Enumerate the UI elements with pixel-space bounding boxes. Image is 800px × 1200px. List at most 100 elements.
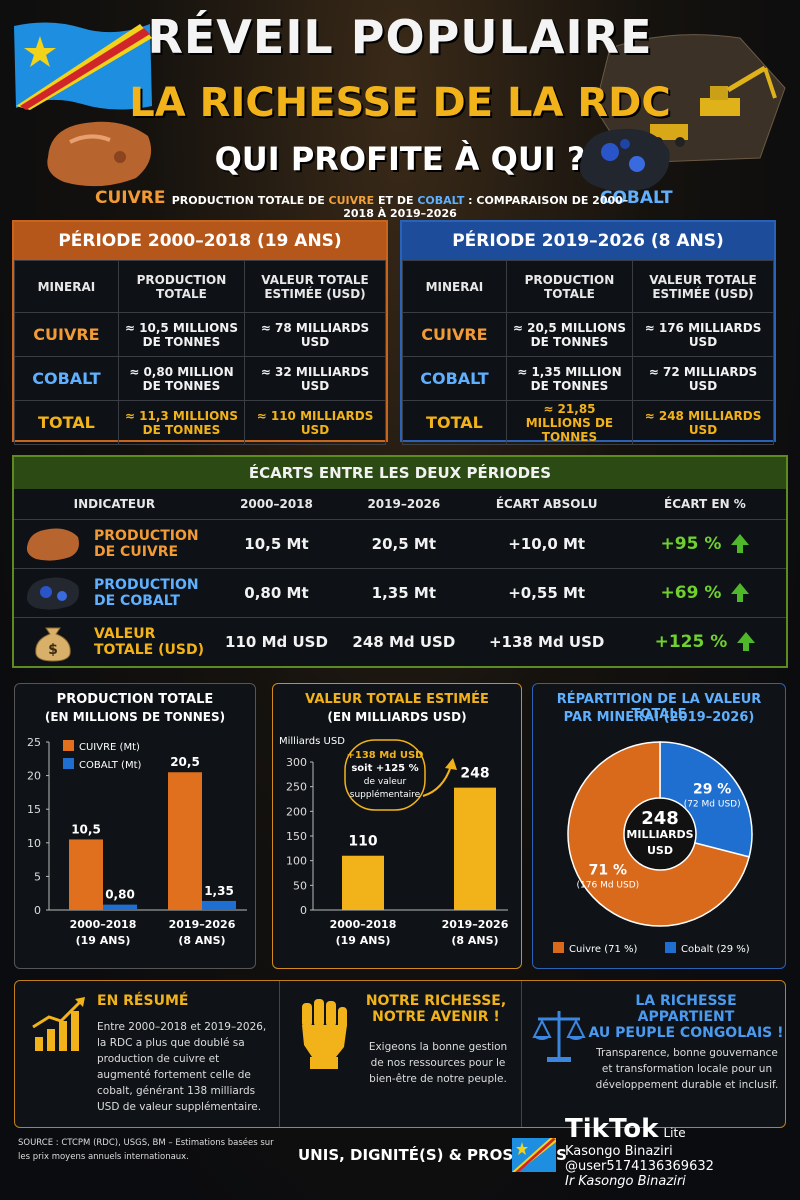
pie-slice <box>659 741 753 858</box>
header-production: PRODUCTION TOTALE <box>117 260 246 313</box>
period-2-title: PÉRIODE 2019–2026 (8 ANS) <box>402 222 774 260</box>
arrow-up-icon <box>731 533 750 553</box>
value-cell: ≈ 248 MILLIARDS USD <box>632 400 774 445</box>
growth-chart-icon <box>32 997 85 1051</box>
production-bar-chart: 0 5 10 15 20 25 10,5 0,80 2000–2018 (19 ANS) 20,5 1… <box>27 736 247 947</box>
header-ecart-pct: ÉCART EN % <box>623 489 786 520</box>
resume-section: EN RÉSUMÉ Entre 2000–2018 et 2019–2026, … <box>15 981 277 1127</box>
chart-2-title: VALEUR TOTALE ESTIMÉE <box>305 692 489 707</box>
mineral-cell: TOTAL <box>14 400 119 445</box>
production-cell: ≈ 21,85 MILLIONS DE TONNES <box>505 400 634 445</box>
bar <box>454 787 496 910</box>
value-cell: ≈ 32 MILLIARDS USD <box>244 356 386 401</box>
avenir-title: NOTRE RICHESSE, NOTRE AVENIR ! <box>358 993 514 1025</box>
indicator-label: TOTALE (USD) <box>94 641 204 658</box>
period-1-grid: MINERAI PRODUCTION TOTALE VALEUR TOTALE … <box>14 260 386 445</box>
header-production: PRODUCTION TOTALE <box>505 260 634 313</box>
tiktok-watermark: TikTok Lite Kasongo Binaziri @user517413… <box>565 1114 795 1189</box>
mineral-cell: CUIVRE <box>402 312 507 357</box>
header-minerai: MINERAI <box>402 260 507 313</box>
x-tick-label: 2000–2018 <box>70 918 137 931</box>
bar-data-label: 0,80 <box>105 888 135 902</box>
watermark-author: Ir Kasongo Binaziri <box>565 1174 686 1189</box>
value-p2: 20,5 Mt <box>338 518 470 568</box>
bar-data-label: 248 <box>460 766 489 782</box>
title-line-1: RÉVEIL POPULAIRE <box>147 10 653 64</box>
ecarts-title: ÉCARTS ENTRE LES DEUX PÉRIODES <box>14 457 786 489</box>
bar <box>342 855 384 910</box>
value-p1: 10,5 Mt <box>214 518 339 568</box>
peuple-title-l2: AU PEUPLE CONGOLAIS ! <box>588 1025 784 1041</box>
arrow-up-icon <box>737 631 756 651</box>
copper-ore-icon <box>26 528 79 561</box>
subtitle-cuivre: CUIVRE <box>328 194 375 207</box>
bar-data-label: 20,5 <box>170 755 200 769</box>
annotation-text: soit +125 % <box>351 763 418 774</box>
repartition-chart-panel: RÉPARTITION DE LA VALEUR TOTALE PAR MINE… <box>532 683 786 969</box>
legend-label: Cuivre (71 %) <box>569 944 638 955</box>
copper-ore-icon <box>47 121 152 187</box>
slice-pct-label: 71 % <box>589 862 627 878</box>
bar-data-label: 110 <box>348 834 377 850</box>
table-row: PRODUCTION DE COBALT 0,80 Mt 1,35 Mt +0,5… <box>14 567 786 617</box>
donut-hole <box>625 799 695 869</box>
period-2-grid: MINERAI PRODUCTION TOTALE VALEUR TOTALE … <box>402 260 774 445</box>
raised-fist-icon <box>302 999 347 1069</box>
bar <box>202 900 236 910</box>
avenir-title-l1: NOTRE RICHESSE, <box>365 993 507 1009</box>
slice-detail-label: (176 Md USD) <box>577 880 640 890</box>
y-axis-label: Milliards USD <box>279 736 345 747</box>
value-bar-chart: Milliards USD 0 50 100 150 200 250 300 110 2000–2… <box>279 736 509 947</box>
y-tick-label: 10 <box>27 837 41 850</box>
y-tick-label: 300 <box>286 756 307 769</box>
y-tick-label: 25 <box>27 736 41 749</box>
x-tick-sublabel: (8 ANS) <box>178 934 225 947</box>
subtitle-pre: PRODUCTION TOTALE DE <box>171 194 329 207</box>
y-tick-label: 0 <box>34 904 41 917</box>
production-cell: ≈ 20,5 MILLIONS DE TONNES <box>505 312 634 357</box>
avenir-title-l2: NOTRE AVENIR ! <box>372 1009 500 1025</box>
y-tick-label: 20 <box>27 770 41 783</box>
title-line-2: LA RICHESSE DE LA RDC <box>129 80 671 126</box>
avenir-section: NOTRE RICHESSE, NOTRE AVENIR ! Exigeons l… <box>279 981 519 1127</box>
bar <box>69 839 103 910</box>
summary-panel: EN RÉSUMÉ Entre 2000–2018 et 2019–2026, … <box>14 980 786 1128</box>
peuple-title-l1: LA RICHESSE APPARTIENT <box>635 993 737 1025</box>
header-minerai: MINERAI <box>14 260 119 313</box>
value-abs: +0,55 Mt <box>469 567 624 617</box>
table-row: $ VALEUR TOTALE (USD) 110 Md USD 248 Md U… <box>14 616 786 666</box>
pie-slice <box>567 741 751 927</box>
subtitle: PRODUCTION TOTALE DE CUIVRE ET DE COBALT… <box>170 194 630 220</box>
indicator-label: DE COBALT <box>94 592 180 609</box>
indicator-label: VALEUR <box>94 625 156 642</box>
legend-swatch <box>63 740 74 751</box>
y-tick-label: 5 <box>34 870 41 883</box>
x-tick-sublabel: (19 ANS) <box>336 934 391 947</box>
production-cell: ≈ 1,35 MILLION DE TONNES <box>505 356 634 401</box>
watermark-name: Kasongo Binaziri <box>565 1144 673 1159</box>
center-label: USD <box>647 844 673 857</box>
annotation-arrow <box>422 765 452 797</box>
value-p1: 0,80 Mt <box>214 567 339 617</box>
header-valeur: VALEUR TOTALE ESTIMÉE (USD) <box>632 260 774 313</box>
period-1-title: PÉRIODE 2000–2018 (19 ANS) <box>14 222 386 260</box>
production-chart-panel: PRODUCTION TOTALE (EN MILLIONS DE TONNES… <box>14 683 256 969</box>
label-cobalt: COBALT <box>600 188 673 208</box>
legend-swatch <box>63 758 74 769</box>
production-cell: ≈ 10,5 MILLIONS DE TONNES <box>117 312 246 357</box>
money-bag-icon: $ <box>35 627 71 662</box>
indicator-label: DE CUIVRE <box>94 543 179 560</box>
value-pct: +95 % <box>660 533 722 554</box>
label-cuivre: CUIVRE <box>95 188 166 208</box>
header-p1: 2000–2018 <box>214 489 339 520</box>
y-tick-label: 200 <box>286 805 307 818</box>
drc-flag-icon <box>14 22 152 110</box>
production-cell: ≈ 0,80 MILLION DE TONNES <box>117 356 246 401</box>
chart-3-title: RÉPARTITION DE LA VALEUR TOTALE <box>556 692 762 722</box>
legend-label: CUIVRE (Mt) <box>79 742 140 753</box>
value-abs: +10,0 Mt <box>469 518 624 568</box>
mineral-cell: TOTAL <box>402 400 507 445</box>
title-line-3: QUI PROFITE À QUI ? <box>214 140 586 178</box>
x-tick-sublabel: (19 ANS) <box>76 934 131 947</box>
mineral-cell: COBALT <box>14 356 119 401</box>
